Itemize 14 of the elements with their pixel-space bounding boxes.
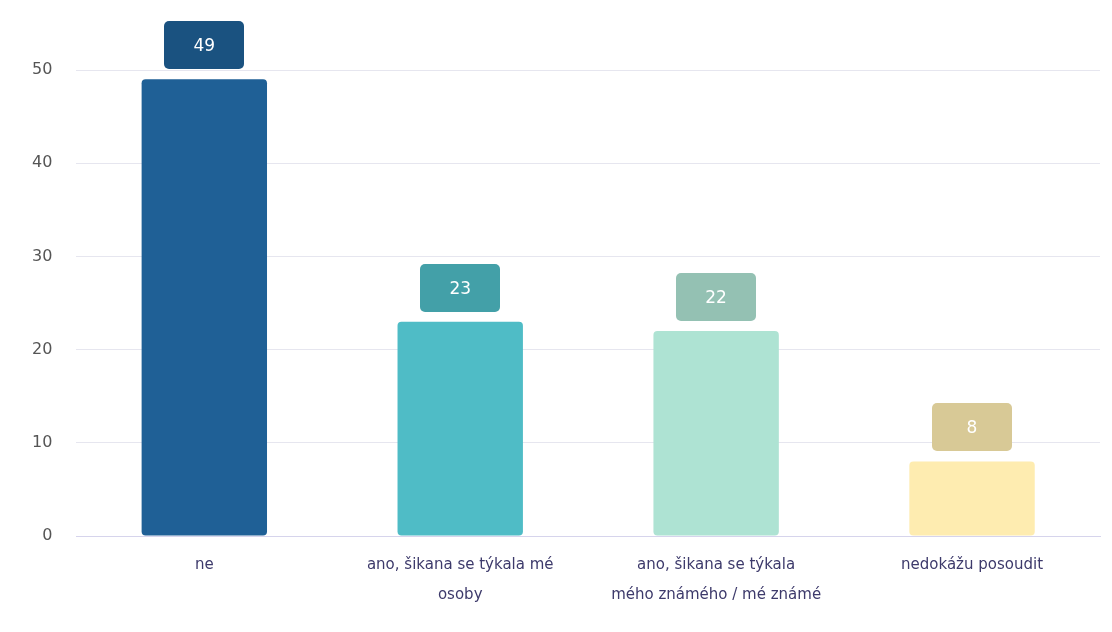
bar	[397, 321, 523, 536]
y-tick-label: 0	[42, 525, 53, 545]
y-tick-label: 30	[32, 245, 53, 265]
y-tick-label: 50	[32, 59, 53, 79]
x-tick-label: ano, šikana se týkala mého známého / mé známé	[611, 554, 822, 603]
bar	[141, 79, 268, 536]
y-tick-label: 40	[32, 152, 53, 172]
bar	[909, 461, 1035, 536]
bar	[653, 330, 779, 536]
x-tick-label: nedokážu posoudit	[901, 554, 1044, 573]
y-tick-label: 20	[32, 338, 53, 358]
x-tick-label: ne	[194, 554, 214, 573]
x-tick-label: ano, šikana se týkala mé osoby	[366, 554, 554, 603]
y-tick-label: 10	[32, 431, 53, 451]
